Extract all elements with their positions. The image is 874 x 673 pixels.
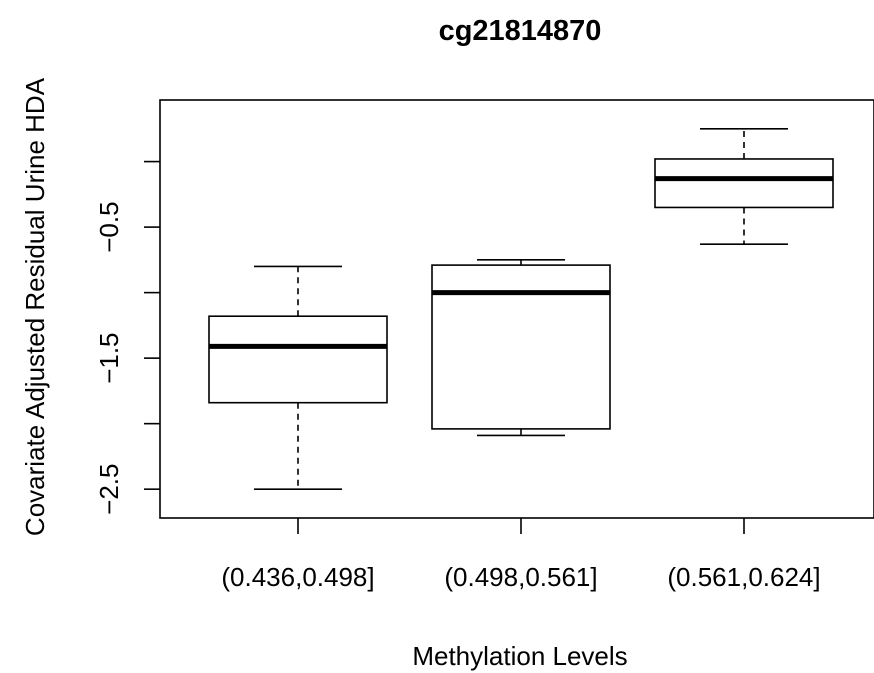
plot-frame <box>159 99 874 519</box>
x-tick-label: (0.498,0.561] <box>444 562 597 592</box>
iqr-box <box>208 315 388 404</box>
iqr-box <box>431 264 611 430</box>
x-tick-label: (0.561,0.624] <box>667 562 820 592</box>
x-tick-label: (0.436,0.498] <box>221 562 374 592</box>
chart-title: cg21814870 <box>439 15 602 47</box>
y-tick-label: −2.5 <box>94 464 124 515</box>
plot-area: −2.5 −1.5 −0.5 (0.436,0.498] (0.498,0.561] (0… <box>94 99 874 592</box>
iqr-box <box>654 158 834 209</box>
y-axis-label: Covariate Adjusted Residual Urine HDA <box>20 77 50 536</box>
x-axis-label: Methylation Levels <box>412 641 627 671</box>
y-tick-label: −0.5 <box>94 201 124 252</box>
y-tick-label: −1.5 <box>94 332 124 383</box>
